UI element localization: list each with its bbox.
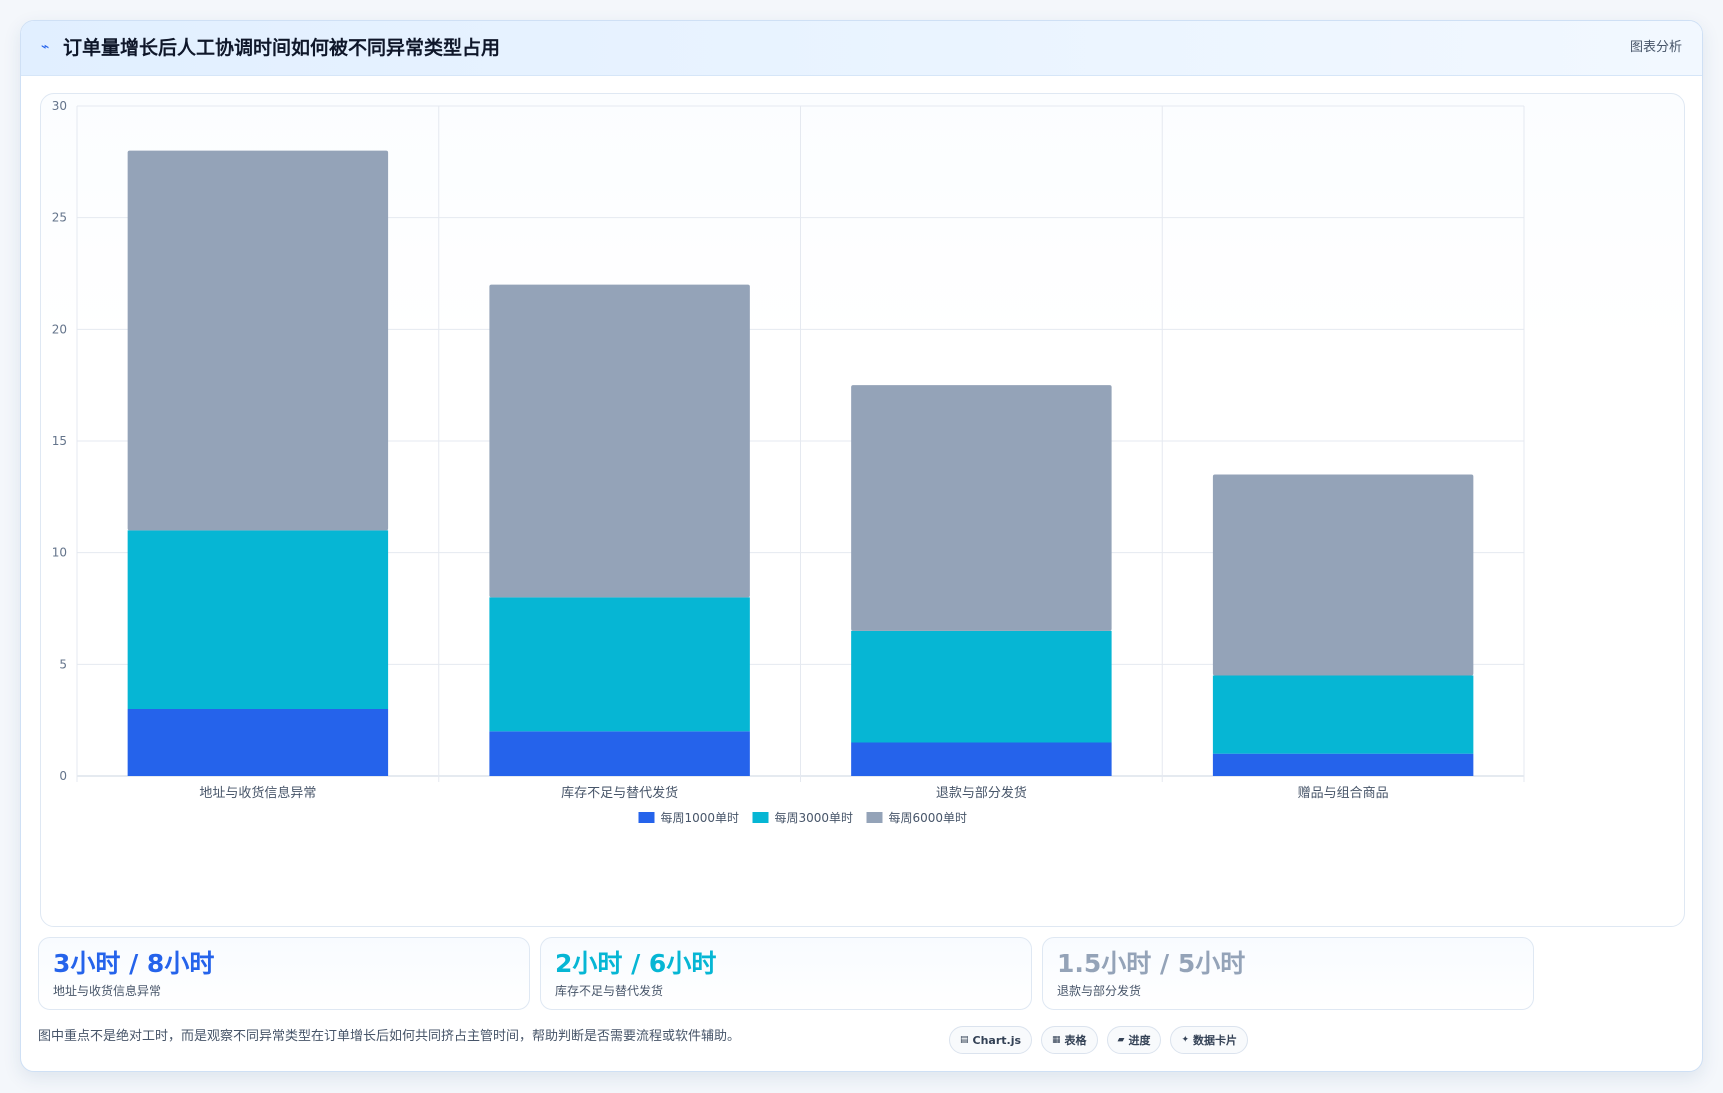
legend-swatch <box>638 812 655 823</box>
chip-label: 进度 <box>1128 1034 1151 1047</box>
chart-title: 订单量增长后人工协调时间如何被不同异常类型占用 <box>63 37 501 59</box>
trend-line-icon: ⌁ <box>41 39 50 55</box>
table-icon: ▦ <box>1052 1035 1061 1045</box>
bar-segment-3 <box>127 150 389 531</box>
chip-label: 数据卡片 <box>1193 1034 1238 1047</box>
bar-segment-3 <box>851 385 1112 631</box>
y-tick-label: 30 <box>52 99 67 113</box>
chart-card: ⌁ 订单量增长后人工协调时间如何被不同异常类型占用 图表分析 0 5 10 15 20 2… <box>20 20 1703 1072</box>
legend-swatch <box>752 812 769 823</box>
card-header: ⌁ 订单量增长后人工协调时间如何被不同异常类型占用 图表分析 <box>21 21 1702 76</box>
bar-segment-3 <box>489 284 750 598</box>
stacked-bar-chart: 0 5 10 15 20 25 30 地址与收货信息异常 库存不足与替代发货 退款与部分发货 赠品与… <box>52 99 1525 825</box>
y-tick-label: 0 <box>59 769 67 783</box>
chart-panel: 0 5 10 15 20 25 30 地址与收货信息异常 库存不足与替代发货 退款与部分发货 赠品与… <box>40 93 1685 927</box>
stat-label: 库存不足与替代发货 <box>555 984 664 998</box>
stat-card-address: 3小时 / 8小时 地址与收货信息异常 <box>38 937 530 1010</box>
bar-segment-2 <box>1212 675 1474 754</box>
stat-label: 地址与收货信息异常 <box>53 984 162 998</box>
bar-segment-2 <box>489 597 750 732</box>
bar-segment-2 <box>127 530 389 709</box>
y-tick-label: 20 <box>52 322 67 336</box>
y-tick-label: 10 <box>52 546 67 560</box>
chart-icon: ▤ <box>960 1035 969 1045</box>
chart-analysis-tag: 图表分析 <box>1629 40 1682 55</box>
progress-icon: ▰ <box>1117 1035 1125 1045</box>
x-tick-label: 赠品与组合商品 <box>1298 786 1389 801</box>
bar-segment-1 <box>1212 753 1474 776</box>
bar-segment-1 <box>489 731 750 776</box>
legend-swatch <box>866 812 883 823</box>
chip-table[interactable]: ▦ 表格 <box>1041 1026 1098 1054</box>
chip-progress[interactable]: ▰ 进度 <box>1106 1026 1162 1054</box>
stat-card-refund: 1.5小时 / 5小时 退款与部分发货 <box>1042 937 1534 1010</box>
chip-label: 表格 <box>1064 1034 1087 1047</box>
chart-footnote: 图中重点不是绝对工时，而是观察不同异常类型在订单增长后如何共同挤占主管时间，帮助… <box>38 1029 741 1044</box>
bar-segment-3 <box>1212 474 1474 676</box>
y-tick-label: 25 <box>52 211 67 225</box>
x-tick-label: 地址与收货信息异常 <box>199 785 316 801</box>
tech-chips: ▤ Chart.js ▦ 表格 ▰ 进度 ✦ 数据卡片 <box>949 1026 1249 1054</box>
legend-label: 每周1000单时 <box>661 810 740 825</box>
sparkle-icon: ✦ <box>1181 1035 1190 1045</box>
stat-card-stock: 2小时 / 6小时 库存不足与替代发货 <box>540 937 1032 1010</box>
bar-segment-1 <box>127 709 389 776</box>
stat-value: 3小时 / 8小时 <box>53 949 215 978</box>
bar-segment-2 <box>851 630 1112 743</box>
legend-label: 每周6000单时 <box>889 810 968 825</box>
legend-label: 每周3000单时 <box>775 810 854 825</box>
bar-segment-1 <box>851 742 1112 776</box>
stat-label: 退款与部分发货 <box>1057 984 1142 998</box>
stat-value: 2小时 / 6小时 <box>555 949 717 978</box>
chip-data-card[interactable]: ✦ 数据卡片 <box>1170 1026 1249 1054</box>
y-tick-label: 5 <box>59 657 67 671</box>
chip-label: Chart.js <box>972 1033 1022 1047</box>
x-tick-label: 退款与部分发货 <box>936 785 1027 801</box>
stat-value: 1.5小时 / 5小时 <box>1057 949 1246 978</box>
chip-chartjs[interactable]: ▤ Chart.js <box>949 1026 1033 1054</box>
x-tick-label: 库存不足与替代发货 <box>561 785 678 801</box>
y-tick-label: 15 <box>52 434 67 448</box>
